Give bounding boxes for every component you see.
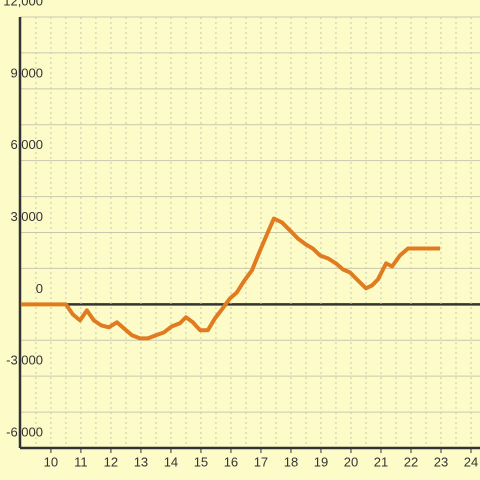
x-tick-label: 23 <box>434 454 448 469</box>
y-tick-label: 3,000 <box>10 209 43 224</box>
x-tick-label: 13 <box>134 454 148 469</box>
x-tick-label: 18 <box>284 454 298 469</box>
x-tick-label: 19 <box>314 454 328 469</box>
x-tick-label: 20 <box>344 454 358 469</box>
x-tick-label: 16 <box>224 454 238 469</box>
x-tick-label: 11 <box>74 454 88 469</box>
x-tick-label: 15 <box>194 454 208 469</box>
x-tick-label: 22 <box>404 454 418 469</box>
y-tick-label: 6,000 <box>10 137 43 152</box>
y-tick-label: -3,000 <box>6 353 43 368</box>
x-tick-label: 24 <box>464 454 478 469</box>
x-tick-label: 17 <box>254 454 268 469</box>
x-tick-label: 10 <box>44 454 58 469</box>
y-tick-label: 0 <box>36 281 43 296</box>
x-tick-label: 12 <box>104 454 118 469</box>
line-series <box>20 216 441 341</box>
x-tick-label: 14 <box>164 454 178 469</box>
y-tick-label: 9,000 <box>10 65 43 80</box>
x-tick-label: 21 <box>374 454 388 469</box>
y-tick-label: 12,000 <box>3 0 43 8</box>
y-tick-label: -6,000 <box>6 424 43 439</box>
